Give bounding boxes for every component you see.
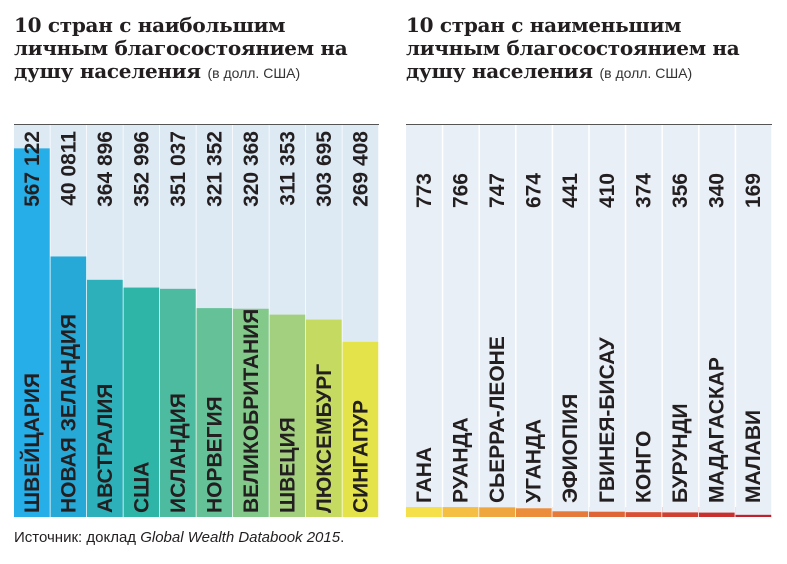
divider-richest xyxy=(14,124,379,125)
category-label: НОРВЕГИЯ xyxy=(203,396,226,513)
value-label: 356 xyxy=(669,173,692,208)
value-label: 321 352 xyxy=(203,131,226,207)
chart-poorest: 773 ГАНА 766 РУАНДА 747 СЬЕРРА-ЛЕОНЕ 674 УГАНДА… xyxy=(406,125,772,517)
category-label: АВСТРАЛИЯ xyxy=(94,383,117,513)
title-poorest-unit: (в долл. США) xyxy=(599,65,693,81)
bar xyxy=(50,256,87,517)
title-richest: 10 стран с наибольшим личным благосостоя… xyxy=(14,14,379,85)
value-label: 410 xyxy=(596,173,619,208)
category-label: СЬЕРРА-ЛЕОНЕ xyxy=(486,336,509,503)
value-label: 351 037 xyxy=(167,131,190,207)
divider-poorest xyxy=(406,124,772,125)
category-label: КОНГО xyxy=(632,431,655,503)
value-label: 674 xyxy=(523,173,546,208)
source-name: Global Wealth Databook 2015 xyxy=(140,529,341,546)
category-label: БУРУНДИ xyxy=(669,403,692,503)
value-label: 311 353 xyxy=(276,131,299,206)
bar xyxy=(442,507,480,517)
bar xyxy=(479,507,516,517)
value-label: 747 xyxy=(486,173,509,208)
value-label: 374 xyxy=(632,173,655,208)
source-suffix: . xyxy=(340,529,345,546)
value-label: 567 122 xyxy=(21,131,44,207)
value-label: 40 0811 xyxy=(57,131,80,206)
value-label: 169 xyxy=(742,173,765,208)
title-richest-text: 10 стран с наибольшим личным благосостоя… xyxy=(14,13,348,83)
category-label: РУАНДА xyxy=(449,417,472,503)
category-label: ШВЕЙЦАРИЯ xyxy=(20,373,44,513)
bar-mask xyxy=(735,507,772,515)
source-note: Источник: доклад Global Wealth Databook … xyxy=(14,529,344,546)
bar-mask xyxy=(589,507,626,512)
bar xyxy=(589,507,626,517)
category-label: ШВЕЦИЯ xyxy=(276,417,299,513)
chart-richest: 567 122 ШВЕЙЦАРИЯ 40 0811 НОВАЯ ЗЕЛАНДИЯ 364… xyxy=(14,125,379,517)
category-label: ГАНА xyxy=(413,447,436,503)
category-label: НОВАЯ ЗЕЛАНДИЯ xyxy=(57,314,80,513)
bar xyxy=(196,308,233,517)
bar-mask xyxy=(662,507,699,513)
bar xyxy=(233,308,270,517)
value-label: 269 408 xyxy=(349,131,372,207)
value-label: 766 xyxy=(449,173,472,208)
source-prefix: Источник: доклад xyxy=(14,529,141,546)
bar xyxy=(87,279,124,517)
bar xyxy=(515,507,553,517)
category-label: ВЕЛИКОБРИТАНИЯ xyxy=(240,309,263,513)
value-label: 773 xyxy=(413,173,436,208)
value-label: 352 996 xyxy=(130,131,153,207)
category-label: США xyxy=(130,462,153,513)
bar-mask xyxy=(698,507,736,513)
title-poorest: 10 стран с наименьшим личным благосостоя… xyxy=(406,14,772,85)
bar xyxy=(306,319,343,517)
category-label: ГВИНЕЯ-БИСАУ xyxy=(596,336,619,503)
bar xyxy=(123,287,160,517)
bar-mask xyxy=(625,507,663,513)
category-label: МАДАГАСКАР xyxy=(706,357,729,503)
category-label: МАЛАВИ xyxy=(742,410,765,503)
value-label: 303 695 xyxy=(313,131,336,207)
panel-richest: 10 стран с наибольшим личным благосостоя… xyxy=(14,0,379,525)
title-richest-unit: (в долл. США) xyxy=(207,65,301,81)
bar xyxy=(160,288,197,517)
category-label: ЛЮКСЕМБУРГ xyxy=(313,364,336,513)
value-label: 320 368 xyxy=(240,131,263,207)
bar xyxy=(406,507,443,517)
category-label: ИСЛАНДИЯ xyxy=(167,393,190,513)
category-label: ЭФИОПИЯ xyxy=(559,394,582,503)
title-poorest-text: 10 стран с наименьшим личным благосостоя… xyxy=(406,13,740,83)
value-label: 364 896 xyxy=(94,131,117,207)
panel-poorest: 10 стран с наименьшим личным благосостоя… xyxy=(406,0,772,525)
bar xyxy=(269,314,306,517)
bar-mask xyxy=(552,507,589,512)
bar xyxy=(342,341,379,517)
bar xyxy=(552,507,589,517)
category-label: УГАНДА xyxy=(523,419,546,503)
category-label: СИНГАПУР xyxy=(349,400,372,513)
value-label: 340 xyxy=(706,173,729,208)
value-label: 441 xyxy=(559,173,582,208)
bar xyxy=(14,148,51,517)
bar-mask xyxy=(515,507,553,509)
